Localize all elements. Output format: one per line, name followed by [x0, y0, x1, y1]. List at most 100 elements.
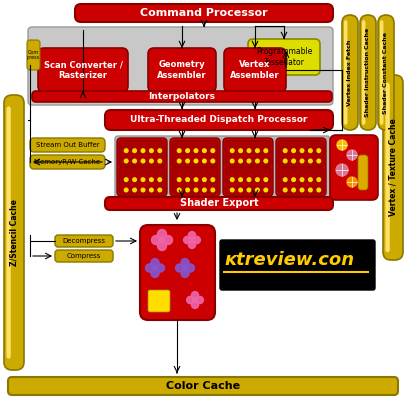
Circle shape — [180, 269, 189, 278]
Circle shape — [191, 292, 198, 299]
Circle shape — [308, 188, 311, 192]
Circle shape — [177, 188, 180, 192]
Circle shape — [157, 149, 161, 152]
Circle shape — [180, 258, 189, 267]
FancyBboxPatch shape — [361, 20, 364, 125]
Circle shape — [283, 188, 286, 192]
Circle shape — [133, 159, 136, 163]
Circle shape — [141, 149, 144, 152]
FancyBboxPatch shape — [384, 82, 389, 253]
Circle shape — [145, 264, 153, 272]
Circle shape — [255, 149, 258, 152]
Circle shape — [291, 178, 294, 182]
FancyBboxPatch shape — [28, 27, 332, 105]
Circle shape — [335, 164, 347, 176]
Circle shape — [124, 178, 128, 182]
Circle shape — [188, 232, 195, 239]
Circle shape — [202, 149, 206, 152]
Circle shape — [177, 159, 180, 163]
Circle shape — [163, 236, 172, 244]
Circle shape — [308, 149, 311, 152]
Circle shape — [263, 159, 267, 163]
FancyBboxPatch shape — [329, 135, 377, 200]
FancyBboxPatch shape — [222, 138, 272, 196]
Circle shape — [299, 149, 303, 152]
Circle shape — [196, 296, 203, 304]
FancyBboxPatch shape — [119, 167, 164, 194]
FancyBboxPatch shape — [105, 110, 332, 130]
Circle shape — [193, 236, 200, 244]
Circle shape — [263, 149, 267, 152]
Text: Programmable
Tessellator: Programmable Tessellator — [255, 47, 311, 67]
Circle shape — [183, 236, 190, 244]
Circle shape — [255, 188, 258, 192]
FancyBboxPatch shape — [115, 136, 329, 198]
Circle shape — [124, 149, 128, 152]
Circle shape — [157, 178, 161, 182]
Circle shape — [192, 298, 197, 302]
FancyBboxPatch shape — [38, 48, 128, 92]
Circle shape — [230, 178, 234, 182]
Circle shape — [151, 236, 160, 244]
Circle shape — [238, 178, 242, 182]
Circle shape — [283, 159, 286, 163]
Circle shape — [149, 149, 153, 152]
Circle shape — [186, 264, 194, 272]
Circle shape — [247, 149, 250, 152]
FancyBboxPatch shape — [119, 140, 164, 167]
Circle shape — [316, 149, 320, 152]
Circle shape — [230, 149, 234, 152]
Text: Shader Constant Cache: Shader Constant Cache — [382, 32, 388, 114]
Circle shape — [299, 178, 303, 182]
FancyBboxPatch shape — [4, 95, 24, 370]
FancyBboxPatch shape — [379, 20, 382, 125]
Circle shape — [185, 149, 189, 152]
FancyBboxPatch shape — [377, 15, 393, 130]
Circle shape — [149, 178, 153, 182]
FancyBboxPatch shape — [117, 138, 166, 196]
Text: Z/Stencil Cache: Z/Stencil Cache — [9, 199, 18, 266]
Text: MemoryR/W Cache: MemoryR/W Cache — [34, 159, 100, 165]
Circle shape — [157, 242, 166, 250]
Circle shape — [151, 258, 159, 267]
FancyBboxPatch shape — [277, 167, 323, 194]
Circle shape — [255, 178, 258, 182]
Text: Compress: Compress — [67, 253, 101, 259]
Circle shape — [133, 149, 136, 152]
Circle shape — [291, 149, 294, 152]
Circle shape — [152, 265, 157, 271]
Circle shape — [141, 159, 144, 163]
Circle shape — [238, 159, 242, 163]
Circle shape — [202, 188, 206, 192]
Circle shape — [159, 237, 164, 243]
Text: Geometry
Assembler: Geometry Assembler — [157, 60, 206, 80]
Circle shape — [211, 149, 214, 152]
Circle shape — [202, 178, 206, 182]
Circle shape — [189, 238, 194, 242]
Circle shape — [238, 188, 242, 192]
FancyBboxPatch shape — [343, 20, 346, 125]
Circle shape — [283, 178, 286, 182]
FancyBboxPatch shape — [225, 167, 270, 194]
Circle shape — [291, 159, 294, 163]
Circle shape — [308, 159, 311, 163]
FancyBboxPatch shape — [148, 48, 216, 92]
Circle shape — [211, 188, 214, 192]
Circle shape — [157, 159, 161, 163]
Circle shape — [238, 149, 242, 152]
FancyBboxPatch shape — [357, 155, 367, 190]
FancyBboxPatch shape — [223, 48, 285, 92]
Circle shape — [185, 188, 189, 192]
Circle shape — [299, 159, 303, 163]
FancyBboxPatch shape — [220, 240, 374, 290]
Circle shape — [133, 178, 136, 182]
Circle shape — [230, 159, 234, 163]
FancyBboxPatch shape — [148, 290, 170, 312]
Text: Decompress: Decompress — [62, 238, 105, 244]
Text: Com
press: Com press — [27, 50, 40, 60]
Text: Vertex
Assembler: Vertex Assembler — [229, 60, 279, 80]
Circle shape — [185, 159, 189, 163]
FancyBboxPatch shape — [172, 167, 218, 194]
Circle shape — [346, 150, 356, 160]
Circle shape — [124, 159, 128, 163]
